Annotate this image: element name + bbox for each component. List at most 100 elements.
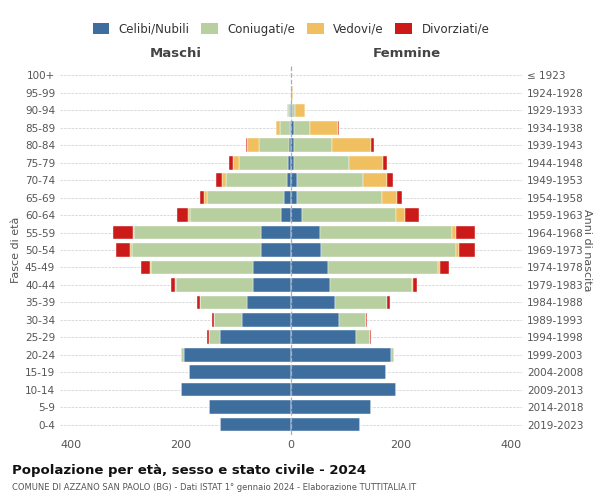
Bar [292,104,295,117]
Bar [226,174,287,187]
Bar [291,400,371,414]
Bar [391,348,394,362]
Bar [247,138,259,152]
Bar [370,330,371,344]
Bar [288,104,290,117]
Bar [287,104,288,117]
Bar [387,296,390,309]
Bar [291,348,391,362]
Bar [134,226,261,239]
Bar [209,400,291,414]
Bar [329,278,412,291]
Bar [222,174,226,187]
Bar [220,330,291,344]
Bar [291,278,329,291]
Bar [459,243,475,257]
Bar [287,174,291,187]
Bar [356,330,370,344]
Bar [291,121,294,134]
Bar [170,278,175,291]
Bar [456,243,459,257]
Bar [291,104,292,117]
Bar [176,278,253,291]
Bar [291,260,328,274]
Bar [362,174,387,187]
Bar [247,296,291,309]
Bar [290,121,291,134]
Text: Popolazione per età, sesso e stato civile - 2024: Popolazione per età, sesso e stato civil… [12,464,366,477]
Bar [204,191,208,204]
Bar [456,226,475,239]
Bar [296,174,362,187]
Bar [295,104,305,117]
Bar [292,86,293,100]
Bar [397,191,401,204]
Bar [280,121,290,134]
Bar [452,226,456,239]
Bar [276,121,280,134]
Bar [190,208,281,222]
Bar [229,156,233,170]
Bar [349,156,383,170]
Bar [395,208,406,222]
Bar [246,138,247,152]
Bar [216,174,222,187]
Y-axis label: Fasce di età: Fasce di età [11,217,21,283]
Bar [321,243,456,257]
Bar [233,156,239,170]
Bar [209,330,220,344]
Bar [188,208,190,222]
Bar [200,191,204,204]
Bar [291,208,302,222]
Bar [291,156,294,170]
Bar [181,348,184,362]
Bar [284,191,291,204]
Bar [406,208,419,222]
Bar [239,156,288,170]
Text: Femmine: Femmine [373,47,440,60]
Bar [181,383,291,396]
Bar [281,208,291,222]
Bar [208,191,284,204]
Bar [291,383,395,396]
Text: COMUNE DI AZZANO SAN PAOLO (BG) - Dati ISTAT 1° gennaio 2024 - Elaborazione TUTT: COMUNE DI AZZANO SAN PAOLO (BG) - Dati I… [12,484,416,492]
Bar [371,138,373,152]
Bar [439,260,449,274]
Bar [214,313,241,326]
Bar [387,174,393,187]
Bar [291,418,360,432]
Bar [259,138,289,152]
Bar [413,278,417,291]
Bar [294,156,349,170]
Bar [335,296,387,309]
Bar [289,138,291,152]
Bar [328,260,439,274]
Bar [130,243,131,257]
Bar [291,366,386,379]
Bar [291,226,320,239]
Bar [288,156,291,170]
Bar [366,313,367,326]
Bar [189,366,291,379]
Bar [184,348,291,362]
Bar [197,296,200,309]
Bar [320,226,452,239]
Bar [116,243,130,257]
Bar [212,313,214,326]
Bar [177,208,188,222]
Bar [291,313,340,326]
Bar [302,208,395,222]
Bar [133,226,134,239]
Bar [291,243,321,257]
Bar [332,138,371,152]
Bar [253,278,291,291]
Bar [296,191,382,204]
Bar [338,121,339,134]
Bar [383,156,387,170]
Legend: Celibi/Nubili, Coniugati/e, Vedovi/e, Divorziati/e: Celibi/Nubili, Coniugati/e, Vedovi/e, Di… [89,19,493,39]
Bar [291,296,335,309]
Bar [200,296,247,309]
Bar [149,260,151,274]
Bar [382,191,397,204]
Bar [294,138,332,152]
